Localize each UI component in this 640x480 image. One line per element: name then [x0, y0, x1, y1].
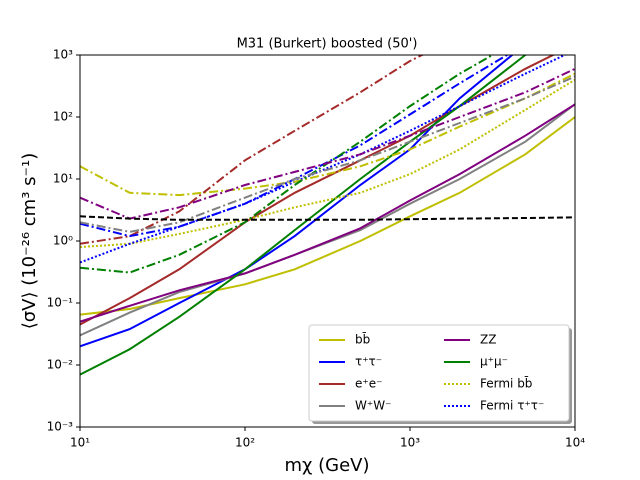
series-line: [80, 215, 575, 221]
y-tick-label: 10⁰: [53, 234, 73, 248]
legend-label: Fermi τ⁺τ⁻: [480, 399, 544, 413]
series-line: [80, 55, 556, 326]
x-tick-label: 10²: [235, 436, 255, 450]
series-line: [80, 55, 425, 245]
legend-label: τ⁺τ⁻: [355, 355, 382, 369]
x-tick-label: 10¹: [70, 436, 90, 450]
legend-box: [308, 324, 570, 422]
legend-label: ZZ: [480, 333, 496, 347]
y-tick-label: 10¹: [53, 172, 73, 186]
series-line: [80, 55, 568, 264]
x-tick-label: 10³: [400, 436, 420, 450]
series-line: [80, 116, 575, 316]
y-tick-label: 10⁻²: [47, 358, 74, 372]
series-line: [80, 55, 514, 348]
legend-label: Fermi bb̄: [480, 376, 532, 390]
y-tick-label: 10³: [53, 48, 73, 62]
legend-label: W⁺W⁻: [355, 399, 391, 413]
y-tick-label: 10⁻³: [47, 420, 74, 434]
series-line: [80, 78, 575, 248]
y-axis-label: ⟨σV⟩ (10⁻²⁶ cm³ s⁻¹): [19, 153, 40, 330]
x-tick-label: 10⁴: [565, 436, 585, 450]
series-line: [80, 72, 575, 197]
y-tick-label: 10²: [53, 110, 73, 124]
series-line: [80, 75, 575, 233]
x-axis-label: mχ (GeV): [284, 455, 369, 476]
legend-label: μ⁺μ⁻: [480, 355, 508, 369]
plot-lines: [80, 55, 575, 376]
series-line: [80, 67, 575, 220]
series-line: [80, 103, 575, 323]
chart-title: M31 (Burkert) boosted (50'): [237, 37, 418, 52]
legend-label: bb̄: [355, 332, 370, 346]
series-line: [80, 55, 528, 376]
legend-label: e⁺e⁻: [355, 377, 382, 391]
y-tick-label: 10⁻¹: [47, 296, 74, 310]
